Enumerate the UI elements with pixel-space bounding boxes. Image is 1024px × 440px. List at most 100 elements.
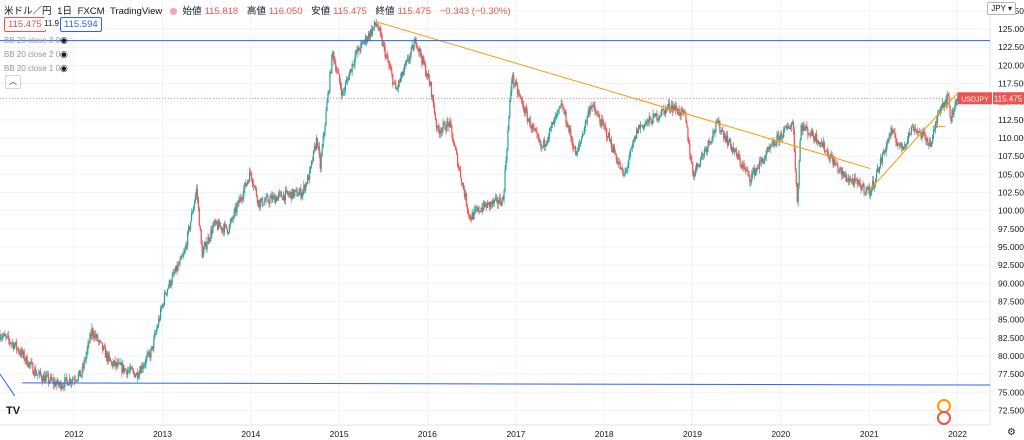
candle-body [575,146,577,156]
candle-body [699,158,702,166]
candle-body [167,286,169,289]
candle-body [803,124,805,130]
candle-body [507,129,509,150]
candle-body [101,343,104,351]
symbol-description[interactable]: 米ドル／円 [4,6,52,17]
candle-body [0,337,2,340]
candle-body [577,150,579,153]
candle-body [295,189,297,191]
candle-body [363,42,365,44]
candle-body [211,229,213,234]
candle-body [550,125,553,128]
candle-body [827,151,829,158]
candle-body [711,138,713,142]
candle-body [845,174,848,182]
eye-icon[interactable]: ◉ [60,63,68,73]
indicator-bb-2[interactable]: BB 20 close 2 0 ◉ [4,49,68,59]
candle-body [901,142,903,148]
candle-body [530,127,532,129]
candle-body [625,169,627,172]
tradingview-logo-icon[interactable]: TV [6,405,21,417]
candle-body [341,91,344,96]
candle-body [509,100,511,117]
candle-body [532,124,534,129]
candle-body [81,366,83,376]
candle-body [252,184,255,187]
candle-body [516,81,518,85]
candle-body [757,168,760,169]
candle-body [121,363,123,373]
buy-price-button[interactable]: 115.594 [60,17,102,32]
eye-icon[interactable]: ◉ [60,49,68,59]
candle-body [344,83,346,91]
candle-body [383,43,385,47]
candle-body [100,341,103,344]
candle-body [117,362,119,366]
interval-label[interactable]: 1日 [57,6,72,17]
candle-body [120,363,122,365]
candle-body [815,133,817,141]
candle-body [522,103,525,111]
candle-body [621,167,623,169]
indicator-bb-1[interactable]: BB 20 close 1 0 ◉ [4,63,68,73]
candle-body [904,145,906,147]
candle-body [377,26,379,30]
candle-body [36,375,38,376]
candle-body [612,146,614,153]
candle-body [183,253,185,256]
sell-price-button[interactable]: 115.475 [4,17,46,32]
candle-body [366,36,368,42]
candle-body [855,178,857,181]
candle-body [57,379,59,386]
candle-body [270,195,272,199]
candle-body [518,93,521,96]
candle-body [70,378,72,384]
candle-body [618,162,620,163]
candle-body [31,362,33,364]
candle-body [767,147,769,152]
candle-body [667,103,670,107]
candle-body [13,344,16,349]
candle-body [682,109,684,113]
candle-body [511,79,513,92]
candle-body [91,328,93,337]
eye-icon[interactable]: ◉ [60,35,68,45]
candles-group [0,19,960,392]
candle-body [703,149,705,156]
candle-body [49,376,51,382]
symbol-tag-label: USDJPY [961,96,989,103]
candle-body [487,202,489,208]
candle-body [795,171,797,185]
collapse-indicators-button[interactable]: ︿ [5,75,21,89]
indicator-bb-3[interactable]: BB 20 close 3 0 ◉ [4,35,68,45]
candle-body [430,82,433,97]
candle-body [892,130,894,134]
candle-body [818,142,821,145]
candle-body [770,146,772,147]
candle-body [340,87,343,96]
candle-body [895,137,897,142]
candle-body [224,223,227,225]
candle-body [494,197,496,200]
candle-body [844,176,846,178]
candle-body [445,130,447,131]
candle-body [942,103,944,108]
candle-body [712,130,714,139]
candle-body [781,132,783,138]
candle-body [821,142,823,148]
candle-body [2,335,4,338]
currency-button[interactable]: JPY ▾ [987,2,1016,15]
candle-body [301,195,303,198]
candle-body [776,135,778,145]
candle-body [521,100,524,104]
candle-body [218,221,220,230]
candle-body [343,90,346,92]
candle-body [577,145,580,151]
candle-body [556,111,558,115]
gear-icon[interactable]: ⚙ [1007,427,1016,438]
flag-event-icon[interactable] [937,411,951,425]
candle-body [242,197,244,200]
candle-body [778,134,780,142]
candle-body [822,142,824,148]
